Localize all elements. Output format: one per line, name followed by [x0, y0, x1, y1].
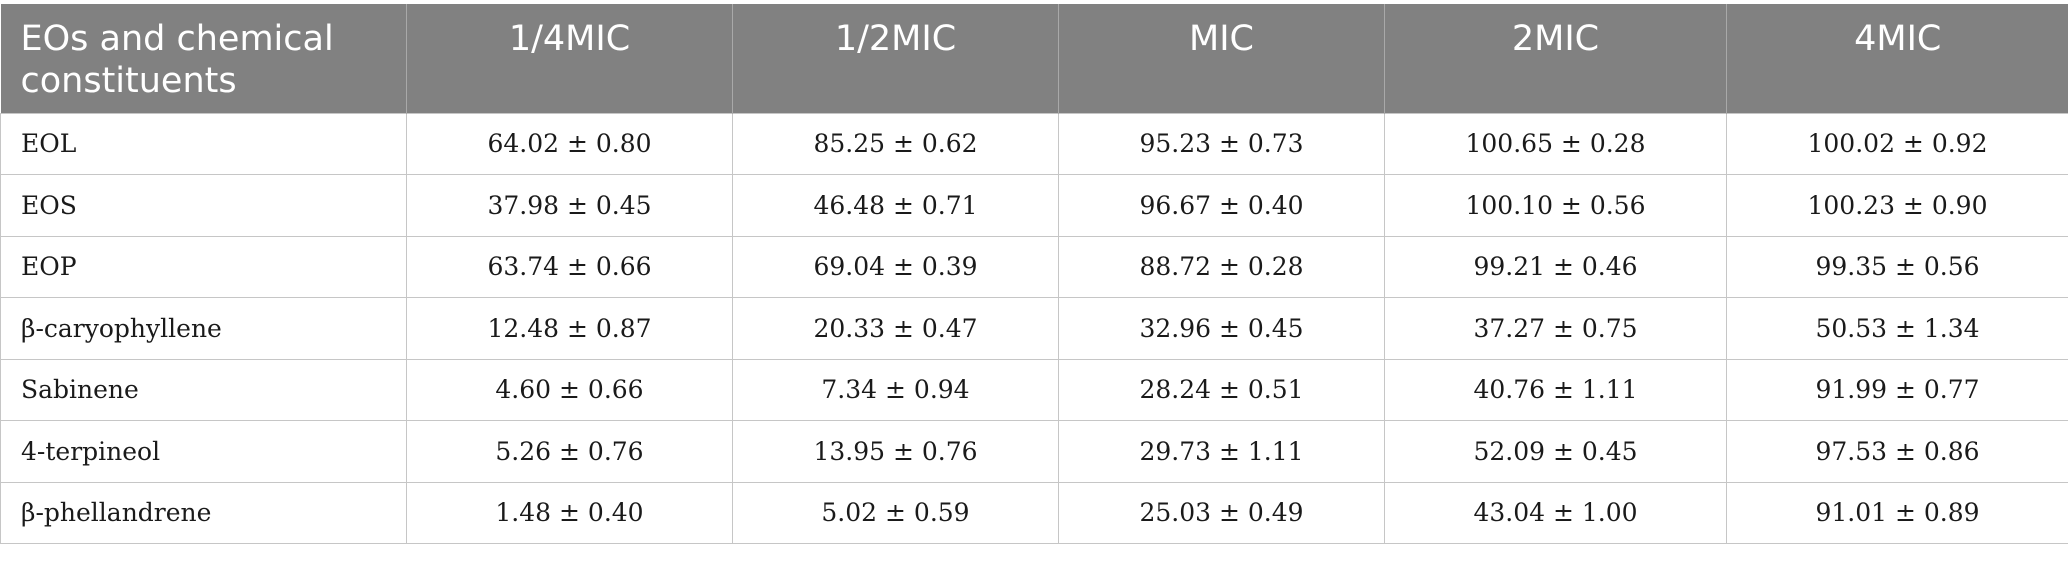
table-row: EOL 64.02 ± 0.80 85.25 ± 0.62 95.23 ± 0.… [0, 112, 2068, 175]
row-label-cell: β-phellandrene [0, 481, 407, 544]
value-cell: 1.48 ± 0.40 [406, 481, 733, 544]
value-cell: 5.26 ± 0.76 [406, 420, 733, 482]
table-row: EOP 63.74 ± 0.66 69.04 ± 0.39 88.72 ± 0.… [0, 235, 2068, 298]
data-table-container: EOs and chemical constituents 1/4MIC 1/2… [0, 4, 2068, 544]
row-label-cell: EOP [0, 235, 407, 298]
value-cell: 46.48 ± 0.71 [732, 174, 1059, 236]
value-cell: 100.02 ± 0.92 [1726, 112, 2068, 175]
value-cell: 95.23 ± 0.73 [1058, 112, 1385, 175]
value-cell: 37.27 ± 0.75 [1384, 297, 1727, 359]
value-cell: 32.96 ± 0.45 [1058, 297, 1385, 359]
column-header-label: 1/2MIC [834, 19, 957, 59]
value-cell: 100.10 ± 0.56 [1384, 174, 1727, 236]
value-cell: 69.04 ± 0.39 [732, 235, 1059, 298]
value-cell: 5.02 ± 0.59 [732, 481, 1059, 544]
value-cell: 99.21 ± 0.46 [1384, 235, 1727, 298]
column-header: 4MIC [1726, 4, 2068, 113]
table-row: 4-terpineol 5.26 ± 0.76 13.95 ± 0.76 29.… [0, 420, 2068, 482]
value-cell: 63.74 ± 0.66 [406, 235, 733, 298]
value-cell: 52.09 ± 0.45 [1384, 420, 1727, 482]
header-row: EOs and chemical constituents 1/4MIC 1/2… [0, 4, 2068, 113]
value-cell: 12.48 ± 0.87 [406, 297, 733, 359]
value-cell: 37.98 ± 0.45 [406, 174, 733, 236]
data-table: EOs and chemical constituents 1/4MIC 1/2… [0, 4, 2068, 544]
column-header: 2MIC [1384, 4, 1727, 113]
value-cell: 64.02 ± 0.80 [406, 112, 733, 175]
value-cell: 91.99 ± 0.77 [1726, 358, 2068, 421]
value-cell: 99.35 ± 0.56 [1726, 235, 2068, 298]
column-header-label: 2MIC [1511, 19, 1600, 59]
value-cell: 100.65 ± 0.28 [1384, 112, 1727, 175]
table-row: Sabinene 4.60 ± 0.66 7.34 ± 0.94 28.24 ±… [0, 358, 2068, 421]
value-cell: 88.72 ± 0.28 [1058, 235, 1385, 298]
table-header: EOs and chemical constituents 1/4MIC 1/2… [0, 4, 2068, 113]
value-cell: 91.01 ± 0.89 [1726, 481, 2068, 544]
value-cell: 50.53 ± 1.34 [1726, 297, 2068, 359]
row-label-cell: EOS [0, 174, 407, 236]
row-label-cell: EOL [0, 112, 407, 175]
column-header-label: 1/4MIC [508, 19, 631, 59]
value-cell: 25.03 ± 0.49 [1058, 481, 1385, 544]
value-cell: 100.23 ± 0.90 [1726, 174, 2068, 236]
value-cell: 29.73 ± 1.11 [1058, 420, 1385, 482]
column-header: 1/4MIC [406, 4, 733, 113]
value-cell: 43.04 ± 1.00 [1384, 481, 1727, 544]
value-cell: 13.95 ± 0.76 [732, 420, 1059, 482]
row-label-cell: Sabinene [0, 358, 407, 421]
value-cell: 96.67 ± 0.40 [1058, 174, 1385, 236]
value-cell: 40.76 ± 1.11 [1384, 358, 1727, 421]
value-cell: 4.60 ± 0.66 [406, 358, 733, 421]
column-header: 1/2MIC [732, 4, 1059, 113]
row-label-cell: 4-terpineol [0, 420, 407, 482]
value-cell: 20.33 ± 0.47 [732, 297, 1059, 359]
column-header-label: EOs and chemical constituents [20, 19, 334, 101]
table-body: EOL 64.02 ± 0.80 85.25 ± 0.62 95.23 ± 0.… [0, 112, 2068, 544]
value-cell: 7.34 ± 0.94 [732, 358, 1059, 421]
value-cell: 97.53 ± 0.86 [1726, 420, 2068, 482]
value-cell: 28.24 ± 0.51 [1058, 358, 1385, 421]
table-row: β-phellandrene 1.48 ± 0.40 5.02 ± 0.59 2… [0, 481, 2068, 544]
column-header: MIC [1058, 4, 1385, 113]
table-row: β-caryophyllene 12.48 ± 0.87 20.33 ± 0.4… [0, 297, 2068, 359]
column-header-label: MIC [1189, 19, 1254, 59]
column-header: EOs and chemical constituents [0, 4, 407, 113]
value-cell: 85.25 ± 0.62 [732, 112, 1059, 175]
row-label-cell: β-caryophyllene [0, 297, 407, 359]
table-row: EOS 37.98 ± 0.45 46.48 ± 0.71 96.67 ± 0.… [0, 174, 2068, 236]
column-header-label: 4MIC [1854, 19, 1942, 59]
